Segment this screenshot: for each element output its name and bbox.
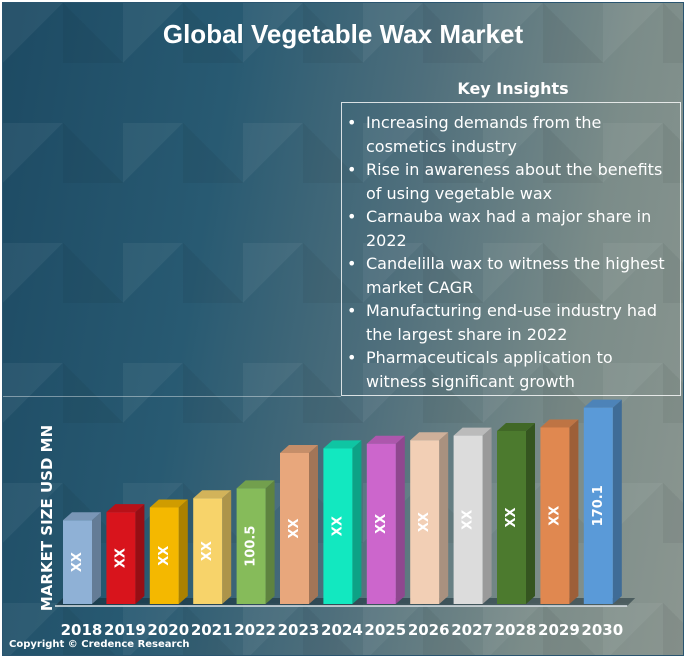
x-tick-label: 2026	[408, 621, 450, 639]
bar-top	[497, 422, 535, 431]
bar-side	[352, 440, 362, 604]
key-insights-list: Increasing demands from the cosmetics in…	[342, 103, 680, 393]
bar-side	[395, 435, 405, 604]
data-label: XX	[157, 546, 172, 566]
bar-chart: XX 2018 XX 2019 XX 2020 XX 2021 100.5 2022 XX 2023 X…	[55, 399, 636, 639]
bar-top	[540, 419, 579, 428]
bar-top	[63, 512, 101, 521]
bar-side	[222, 490, 232, 604]
x-tick-label: 2028	[495, 621, 537, 639]
data-label: XX	[374, 514, 389, 534]
x-tick-label: 2029	[538, 621, 580, 639]
data-label: XX	[287, 518, 302, 538]
data-label: XX	[70, 552, 85, 572]
key-insights-heading: Key Insights	[457, 79, 569, 98]
bar-2019	[106, 512, 136, 604]
bar-top	[236, 480, 275, 489]
bar-2020	[149, 507, 179, 604]
data-label: XX	[200, 541, 215, 561]
data-label: 170.1	[591, 485, 606, 526]
x-tick-label: 2021	[191, 621, 233, 639]
x-tick-label: 2019	[104, 621, 146, 639]
bar-2026	[410, 440, 440, 604]
data-label: XX	[504, 507, 519, 527]
data-label: XX	[417, 512, 432, 532]
bar-2021	[193, 498, 223, 604]
bar-side	[178, 499, 188, 604]
bar-2023	[280, 452, 309, 604]
bar-top	[280, 444, 318, 453]
bar-side	[482, 427, 492, 604]
insight-item: Pharmaceuticals application to witness s…	[347, 346, 676, 393]
x-tick-label: 2024	[321, 621, 363, 639]
copyright: Copyright © Credence Research	[9, 639, 190, 650]
bar-2030	[583, 407, 613, 604]
insight-item: Manufacturing end-use industry had the l…	[347, 299, 676, 346]
x-tick-label: 2025	[364, 621, 406, 639]
divider	[3, 396, 341, 397]
bar-top	[410, 432, 449, 441]
bar-top	[106, 504, 145, 513]
bar-top	[323, 440, 362, 449]
bar-top	[453, 427, 492, 436]
bar-side	[265, 480, 275, 604]
x-tick-label: 2020	[147, 621, 189, 639]
data-label: XX	[113, 548, 128, 568]
bar-side	[526, 422, 535, 604]
insight-item: Candelilla wax to witness the highest ma…	[347, 252, 676, 299]
bar-top	[366, 435, 405, 444]
data-label: XX	[547, 506, 562, 526]
bar-2025	[366, 443, 396, 604]
page-title: Global Vegetable Wax Market	[162, 19, 524, 49]
insight-item: Carnauba wax had a major share in 2022	[347, 205, 676, 252]
bar-top	[193, 490, 232, 499]
insight-item: Rise in awareness about the benefits of …	[347, 158, 676, 205]
bar-2024	[323, 448, 353, 604]
bar-side	[439, 432, 449, 604]
bar-2029	[540, 427, 570, 604]
insight-item: Increasing demands from the cosmetics in…	[347, 111, 676, 158]
data-label: XX	[461, 510, 476, 530]
bar-2022	[236, 488, 266, 604]
x-tick-label: 2023	[278, 621, 320, 639]
key-insights-box: Increasing demands from the cosmetics in…	[341, 102, 681, 396]
bar-side	[92, 512, 101, 604]
data-label: 100.5	[244, 526, 259, 567]
bar-side	[569, 419, 579, 604]
bar-top	[149, 499, 188, 508]
x-tick-label: 2022	[234, 621, 276, 639]
bar-2018	[63, 520, 92, 604]
bar-side	[612, 399, 622, 604]
x-tick-label: 2030	[581, 621, 623, 639]
data-label: XX	[330, 516, 345, 536]
bar-top	[583, 399, 622, 408]
x-tick-label: 2018	[61, 621, 103, 639]
bar-side	[135, 504, 145, 604]
bar-2028	[497, 430, 526, 604]
x-tick-label: 2027	[451, 621, 493, 639]
bar-2027	[453, 435, 483, 604]
bar-side	[309, 444, 318, 604]
